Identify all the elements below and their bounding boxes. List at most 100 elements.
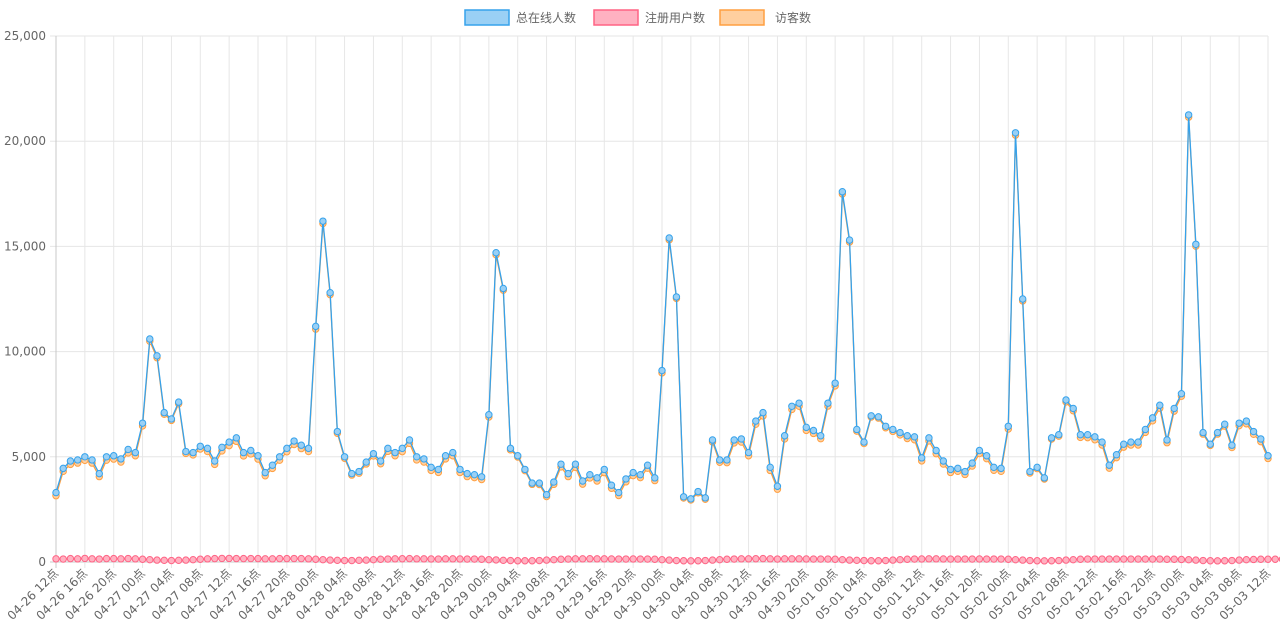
data-point[interactable] [124, 554, 132, 563]
data-point[interactable] [932, 555, 940, 563]
data-point[interactable] [275, 554, 284, 563]
data-point[interactable] [312, 322, 320, 331]
data-point[interactable] [1235, 419, 1243, 427]
data-point[interactable] [997, 464, 1005, 473]
data-point[interactable] [716, 456, 724, 464]
data-point[interactable] [463, 469, 471, 478]
data-point[interactable] [1257, 555, 1265, 563]
data-point[interactable] [708, 556, 717, 564]
data-point[interactable] [1083, 555, 1092, 563]
data-point[interactable] [275, 453, 284, 461]
data-point[interactable] [773, 555, 782, 563]
data-point[interactable] [665, 556, 673, 564]
data-point[interactable] [218, 443, 226, 452]
data-point[interactable] [362, 556, 370, 564]
data-point[interactable] [600, 465, 608, 474]
data-point[interactable] [405, 436, 414, 444]
data-point[interactable] [138, 419, 147, 427]
data-point[interactable] [658, 555, 666, 564]
data-point[interactable] [1235, 556, 1243, 564]
data-point[interactable] [1249, 555, 1258, 564]
data-point[interactable] [283, 444, 291, 453]
data-point[interactable] [405, 554, 414, 563]
data-point[interactable] [304, 444, 313, 453]
data-point[interactable] [297, 441, 305, 449]
data-point[interactable] [528, 479, 536, 487]
data-point[interactable] [961, 467, 969, 476]
legend-item[interactable]: 注册用户数 [593, 9, 705, 26]
data-point[interactable] [1019, 556, 1027, 564]
data-point[interactable] [629, 555, 637, 563]
data-point[interactable] [174, 398, 183, 406]
data-point[interactable] [362, 458, 370, 466]
data-point[interactable] [485, 555, 493, 564]
data-point[interactable] [629, 468, 637, 477]
data-point[interactable] [203, 444, 212, 453]
data-point[interactable] [672, 293, 681, 301]
data-point[interactable] [391, 555, 399, 563]
data-point[interactable] [268, 461, 277, 469]
data-point[interactable] [203, 555, 212, 563]
data-point[interactable] [802, 555, 810, 563]
data-point[interactable] [744, 448, 753, 457]
data-point[interactable] [1091, 555, 1099, 563]
data-point[interactable] [607, 481, 616, 489]
data-point[interactable] [694, 487, 702, 496]
data-point[interactable] [117, 455, 125, 463]
data-point[interactable] [853, 556, 861, 565]
data-point[interactable] [578, 477, 587, 485]
data-point[interactable] [398, 555, 406, 563]
data-point[interactable] [514, 557, 522, 565]
data-point[interactable] [1213, 557, 1222, 565]
data-point[interactable] [340, 556, 349, 565]
data-point[interactable] [1213, 428, 1222, 437]
data-point[interactable] [506, 444, 515, 453]
data-point[interactable] [182, 447, 190, 456]
data-point[interactable] [1192, 240, 1200, 249]
data-point[interactable] [1120, 440, 1128, 448]
data-point[interactable] [1148, 555, 1157, 563]
data-point[interactable] [903, 555, 911, 563]
data-point[interactable] [896, 555, 904, 564]
data-point[interactable] [225, 438, 233, 446]
data-point[interactable] [1105, 555, 1113, 563]
data-point[interactable] [896, 428, 904, 437]
data-point[interactable] [1098, 438, 1106, 446]
data-point[interactable] [737, 435, 746, 443]
data-point[interactable] [73, 456, 82, 464]
data-point[interactable] [304, 555, 313, 563]
data-point[interactable] [997, 555, 1005, 563]
data-point[interactable] [535, 479, 544, 487]
data-point[interactable] [1228, 441, 1236, 449]
data-point[interactable] [860, 556, 868, 565]
data-point[interactable] [1221, 557, 1229, 565]
data-point[interactable] [1206, 440, 1214, 448]
data-point[interactable] [66, 457, 75, 465]
data-point[interactable] [817, 432, 825, 440]
data-point[interactable] [982, 555, 991, 563]
data-point[interactable] [1004, 555, 1012, 563]
data-point[interactable] [110, 452, 118, 460]
data-point[interactable] [124, 445, 132, 454]
data-point[interactable] [1264, 555, 1272, 563]
data-point[interactable] [477, 473, 486, 481]
data-point[interactable] [550, 555, 558, 564]
data-point[interactable] [1055, 556, 1063, 565]
data-point[interactable] [881, 556, 890, 565]
data-point[interactable] [564, 555, 572, 563]
data-point[interactable] [600, 555, 608, 563]
data-point[interactable] [1083, 431, 1092, 439]
data-point[interactable] [593, 555, 601, 563]
data-point[interactable] [355, 467, 363, 476]
data-point[interactable] [254, 554, 262, 563]
data-point[interactable] [333, 556, 342, 565]
data-point[interactable] [665, 234, 673, 242]
data-point[interactable] [239, 554, 248, 563]
data-point[interactable] [131, 448, 140, 457]
data-point[interactable] [723, 555, 731, 563]
data-point[interactable] [1105, 461, 1113, 469]
data-point[interactable] [658, 366, 666, 375]
data-point[interactable] [1076, 431, 1085, 439]
data-point[interactable] [550, 478, 558, 486]
data-point[interactable] [1242, 417, 1251, 425]
